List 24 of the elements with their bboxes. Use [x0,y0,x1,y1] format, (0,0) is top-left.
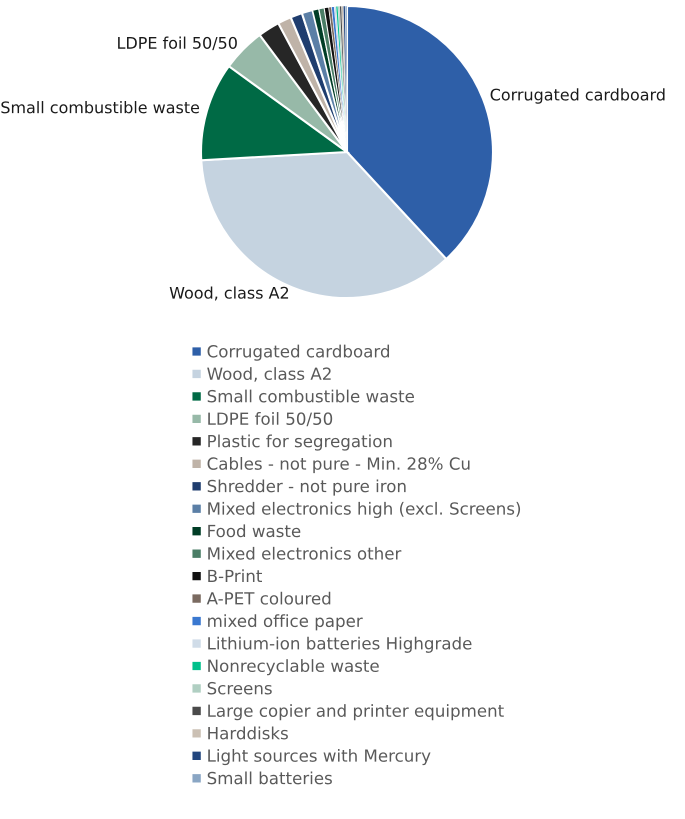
legend-label: Mixed electronics other [208,546,402,560]
legend-label: Harddisks [208,726,288,740]
legend-label: Small combustible waste [208,390,414,402]
slice-label: Corrugated cardboard [490,88,665,104]
legend-label: LDPE foil 50/50 [208,412,332,426]
legend-label: mixed office paper [208,614,363,630]
legend-label: Lithium-ion batteries Highgrade [208,636,472,653]
legend-label: Plastic for segregation [208,434,392,451]
legend-label: Food waste [208,524,300,538]
legend-label: B-Print [208,569,262,582]
legend-label: Small batteries [208,771,332,784]
legend-label: Light sources with Mercury [208,749,431,766]
slice-label: LDPE foil 50/50 [118,36,237,50]
legend-label: Corrugated cardboard [208,344,390,361]
legend-label: Mixed electronics high (excl. Screens) [208,502,520,518]
legend-label: A-PET coloured [206,592,330,605]
slice-label: Small combustible waste [1,101,200,114]
legend-label: Large copier and printer equipment [208,704,504,720]
legend-label: Screens [208,682,272,695]
legend-label: Nonrecyclable waste [208,659,379,676]
legend-label: Wood, class A2 [207,367,331,382]
legend-label: Cables - not pure - Min. 28% Cu [208,456,470,474]
slice-label: Wood, class A2 [170,286,288,300]
legend-label: Shredder - not pure iron [208,479,406,496]
